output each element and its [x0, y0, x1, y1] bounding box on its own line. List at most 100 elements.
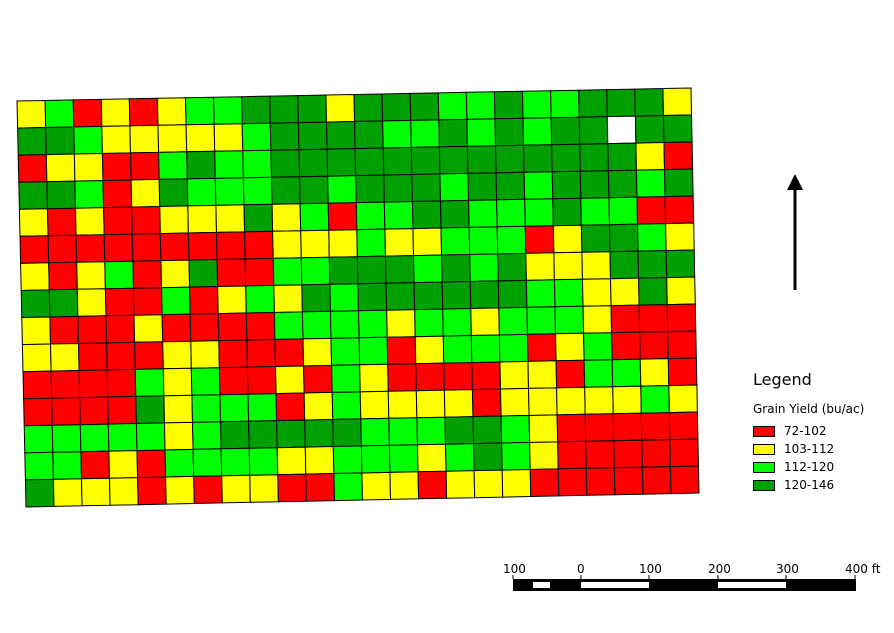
- yield-cell: [583, 332, 613, 361]
- yield-cell: [552, 197, 582, 227]
- yield-cell: [525, 252, 555, 281]
- legend-subtitle: Grain Yield (bu/ac): [753, 402, 865, 416]
- yield-cell: [107, 422, 138, 452]
- scale-label: 0: [577, 562, 585, 576]
- yield-cell: [52, 451, 83, 480]
- yield-cell: [501, 441, 531, 471]
- yield-cell: [360, 444, 391, 474]
- yield-cell: [298, 148, 329, 178]
- yield-cell: [634, 114, 665, 144]
- legend-swatch: [753, 461, 775, 473]
- yield-cell: [410, 119, 440, 149]
- yield-cell: [388, 444, 419, 473]
- yield-cell: [304, 418, 334, 448]
- yield-cell: [160, 259, 191, 289]
- yield-cell: [269, 95, 299, 124]
- yield-cell: [662, 87, 693, 117]
- yield-cell: [165, 475, 195, 505]
- yield-cell: [355, 174, 385, 204]
- scale-label: 300: [776, 562, 799, 576]
- yield-cell: [356, 255, 387, 285]
- yield-cell: [635, 141, 666, 171]
- legend-item: 72-102: [753, 424, 827, 438]
- yield-cell: [22, 370, 53, 400]
- yield-cell: [270, 176, 301, 205]
- yield-cell: [579, 170, 610, 199]
- yield-cell: [188, 258, 219, 288]
- yield-cell: [301, 283, 332, 313]
- yield-cell: [327, 202, 358, 231]
- yield-cell: [640, 385, 670, 414]
- yield-cell: [107, 395, 137, 425]
- yield-cell: [214, 150, 244, 179]
- yield-cell: [134, 368, 165, 397]
- yield-cell: [243, 203, 274, 233]
- yield-cell: [584, 386, 614, 415]
- yield-cell: [47, 234, 78, 264]
- yield-cell: [128, 97, 159, 127]
- yield-cell: [557, 440, 587, 470]
- yield-cell: [135, 422, 166, 452]
- yield-cell: [640, 412, 671, 441]
- yield-cell: [245, 311, 276, 341]
- yield-cell: [300, 256, 331, 286]
- yield-cell: [554, 305, 585, 335]
- legend-title: Legend: [753, 370, 812, 389]
- legend-item: 112-120: [753, 460, 834, 474]
- yield-cell: [46, 207, 77, 237]
- yield-cell: [668, 384, 698, 414]
- yield-cell: [639, 358, 670, 387]
- yield-cell: [76, 288, 107, 317]
- yield-cell: [297, 94, 328, 124]
- yield-cell: [273, 284, 303, 314]
- yield-cell: [79, 396, 109, 426]
- yield-cell: [160, 286, 191, 316]
- yield-cell: [163, 421, 194, 451]
- yield-cell: [333, 472, 364, 502]
- yield-cell: [584, 413, 615, 442]
- yield-cell: [246, 338, 277, 368]
- yield-cell: [270, 149, 301, 178]
- scale-label: 200: [708, 562, 731, 576]
- yield-cell: [557, 467, 588, 497]
- scale-label: 100: [639, 562, 662, 576]
- yield-cell: [580, 197, 611, 226]
- yield-cell: [383, 200, 414, 230]
- yield-cell: [495, 171, 526, 201]
- yield-cell: [219, 393, 250, 423]
- yield-cell: [191, 394, 222, 423]
- yield-cell: [274, 338, 305, 368]
- yield-cell: [583, 359, 614, 388]
- yield-cell: [242, 149, 273, 179]
- yield-cell: [215, 204, 246, 233]
- yield-cell: [585, 467, 616, 496]
- legend-label: 103-112: [784, 442, 835, 456]
- yield-cell: [76, 261, 106, 290]
- yield-cell: [355, 201, 386, 231]
- yield-cell: [585, 440, 615, 469]
- yield-cell: [137, 476, 167, 506]
- yield-cell: [220, 447, 251, 477]
- yield-cell: [465, 91, 496, 120]
- yield-cell: [133, 314, 164, 343]
- yield-cell: [501, 468, 532, 498]
- yield-cell: [641, 466, 672, 495]
- yield-cell: [214, 177, 245, 206]
- yield-cell: [103, 206, 133, 236]
- yield-cell: [523, 171, 554, 200]
- yield-cell: [73, 125, 103, 155]
- legend-swatch: [753, 425, 775, 437]
- yield-cell: [101, 125, 132, 155]
- yield-cell: [51, 424, 82, 453]
- yield-cell: [304, 445, 335, 475]
- yield-cell: [384, 228, 415, 257]
- yield-cell: [218, 339, 248, 369]
- yield-cell: [159, 232, 190, 262]
- yield-cell: [612, 385, 642, 415]
- yield-cell: [75, 234, 106, 263]
- yield-cell: [579, 143, 609, 172]
- yield-cell: [325, 120, 356, 150]
- yield-cell: [277, 473, 307, 503]
- yield-cell: [639, 331, 669, 360]
